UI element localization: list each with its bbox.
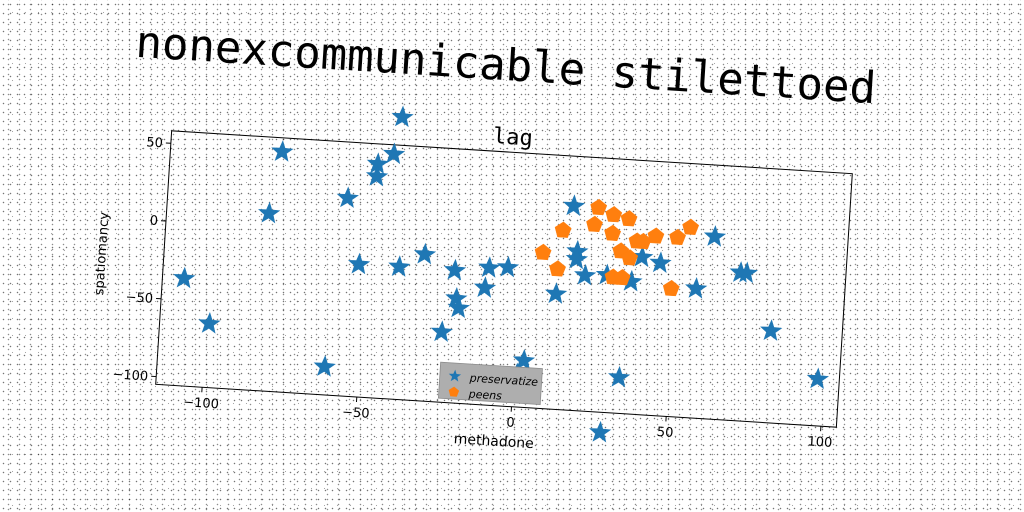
star-point [685,277,708,299]
star-point [562,194,586,216]
x-tick-label: 0 [506,415,515,430]
star-point [365,164,389,187]
y-tick-label: 50 [146,135,163,151]
axes: −100 −50 0 50 100 −100 −50 0 50 [112,130,853,451]
y-tick-label: −50 [125,290,153,307]
star-point [473,276,497,298]
chart-area: −100 −50 0 50 100 −100 −50 0 50 lag methadone sp… [92,105,853,452]
pentagon-point [605,206,623,223]
star-point [760,319,783,341]
star-point [544,282,568,304]
pentagon-point [549,260,566,277]
x-tick-label: −100 [183,395,220,412]
star-point [391,105,414,128]
star-point [649,251,672,273]
pentagon-point [586,215,603,233]
pentagon-point [590,198,608,216]
data-marks [173,105,829,443]
pentagon-point [620,210,638,227]
pentagon-point [613,269,631,286]
star-point [478,256,501,278]
star-point [430,320,453,342]
pentagon-point [662,279,680,297]
star-point [258,201,281,224]
plot-title: lag [492,124,533,151]
figure-suptitle: nonexcommunicable stilettoed [134,17,877,114]
star-point [271,140,294,162]
star-point [608,365,631,388]
star-point [198,311,221,334]
star-point [565,247,589,270]
y-tick-label: 0 [149,214,158,229]
pentagon-point [621,249,639,266]
star-point [574,263,597,286]
pentagon-point [647,227,665,244]
star-point [313,355,336,377]
legend-box [437,361,543,405]
star-point [173,266,196,289]
star-point [589,420,612,443]
star-point [496,255,520,278]
x-tick-label: 100 [807,434,833,451]
pentagon-point [669,228,686,246]
star-point [382,142,406,165]
pentagon-point [604,224,621,241]
pentagon-point [554,221,572,238]
star-point [447,296,471,319]
star-point [445,286,468,309]
legend-label: preservatize [468,371,538,388]
x-tick-label: 50 [656,425,673,441]
star-point [735,261,758,284]
star-point [703,225,727,247]
x-axis-label: methadone [453,431,534,452]
pentagon-point [682,218,700,235]
star-point [348,252,371,275]
y-tick-label: −100 [112,367,149,384]
legend-marker [448,386,460,397]
series-peens [534,198,700,297]
legend-entry: peens [448,386,503,403]
legend-entry: preservatize [448,369,539,389]
star-point [388,255,411,277]
star-point [413,242,437,265]
star-point [336,186,359,209]
pentagon-point [534,243,552,261]
star-point [806,367,829,390]
star-point [443,258,467,281]
y-axis-label: spatiomancy [92,211,112,295]
plot-frame [155,130,853,428]
star-point [512,348,536,371]
legend-marker [448,369,462,382]
x-tick-label: −50 [342,405,370,422]
legend-label: peens [467,387,502,402]
